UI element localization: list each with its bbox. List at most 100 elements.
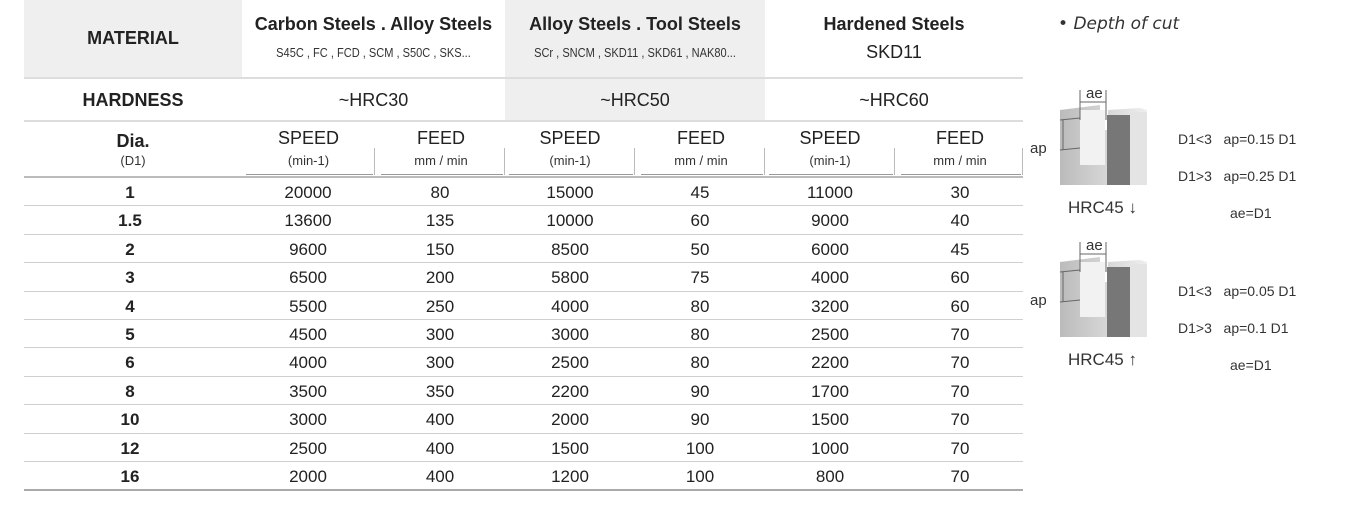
feed-cell: 70	[950, 410, 970, 430]
hardness-value: ~HRC60	[859, 90, 929, 110]
table-row: 3 6500 200 5800 75 4000 60	[24, 263, 1023, 292]
dia-cell: 10	[120, 410, 140, 430]
speed-unit: (min-1)	[287, 153, 330, 168]
table-row: 4 5500 250 4000 80 3200 60	[24, 292, 1023, 320]
speed-cell: 4000	[289, 353, 327, 373]
feed-cell: 90	[690, 410, 710, 430]
table-row: 16 2000 400 1200 100 800 70	[24, 462, 1023, 491]
hardness-value: ~HRC30	[338, 90, 409, 110]
speed-cell: 9600	[289, 239, 327, 259]
dia-cell: 3	[125, 268, 135, 288]
hrc-label: HRC45 ↓	[1068, 198, 1137, 217]
speed-cell: 1700	[811, 381, 849, 401]
table-row: 6 4000 300 2500 80 2200 70	[24, 348, 1023, 377]
feed-cell: 400	[425, 467, 455, 486]
ae-label: ae	[1086, 85, 1103, 102]
feed-cell: 70	[950, 353, 970, 373]
speed-cell: 4000	[551, 296, 589, 316]
material-label: MATERIAL	[87, 28, 179, 48]
speed-unit: (min-1)	[549, 153, 591, 168]
feed-cell: 200	[425, 268, 455, 288]
feed-cell: 40	[950, 211, 970, 231]
speed-cell: 1200	[551, 467, 589, 486]
feed-cell: 50	[690, 239, 710, 259]
depth-rule: D1<3 ap=0.15 D1	[1178, 131, 1297, 147]
hrc-label: HRC45 ↑	[1068, 350, 1137, 369]
table-row: 12 2500 400 1500 100 1000 70	[24, 434, 1023, 462]
feed-cell: 300	[425, 325, 455, 344]
material-label-cell	[24, 0, 242, 78]
ap-label: ap	[1030, 292, 1047, 309]
group-name: Carbon Steels . Alloy Steels	[254, 14, 493, 34]
feed-unit: mm / min	[414, 153, 468, 168]
feed-unit: mm / min	[674, 153, 728, 168]
feed-header: FEED	[676, 128, 725, 148]
feed-cell: 135	[425, 211, 455, 231]
dia-cell: 2	[125, 239, 135, 259]
depth-rule: ae=D1	[1230, 357, 1272, 373]
slot-diagram-icon	[1059, 90, 1147, 185]
dia-cell: 8	[125, 381, 135, 401]
feed-cell: 45	[690, 183, 710, 202]
speed-cell: 9000	[811, 211, 849, 231]
group-2-shade	[505, 0, 765, 120]
speed-cell: 10000	[546, 211, 594, 231]
feed-cell: 80	[690, 325, 710, 344]
speed-cell: 4500	[289, 325, 327, 344]
depth-rule: D1<3 ap=0.05 D1	[1178, 283, 1297, 299]
feed-cell: 80	[690, 353, 710, 373]
speed-cell: 2200	[551, 381, 589, 401]
group-examples: SKD11	[866, 42, 922, 62]
speed-cell: 15000	[546, 183, 594, 202]
group-examples: SCr , SNCM , SKD11 , SKD61 , NAK80...	[534, 45, 736, 60]
feed-cell: 75	[690, 268, 710, 288]
speed-cell: 4000	[811, 268, 849, 288]
feed-cell: 30	[950, 183, 970, 202]
feed-cell: 60	[950, 268, 970, 288]
speed-cell: 8500	[551, 239, 589, 259]
feed-cell: 400	[425, 410, 455, 430]
speed-cell: 3500	[289, 381, 327, 401]
feed-cell: 350	[425, 381, 455, 401]
speed-cell: 3200	[811, 296, 849, 316]
dia-sub: (D1)	[120, 153, 146, 168]
speed-cell: 2500	[551, 353, 589, 373]
dia-cell: 4	[125, 296, 135, 316]
slot-diagram-icon	[1059, 242, 1147, 337]
feed-header: FEED	[416, 128, 465, 148]
feed-cell: 80	[430, 183, 450, 202]
group-name: Hardened Steels	[823, 14, 965, 34]
feed-header: FEED	[935, 128, 984, 148]
dia-cell: 6	[125, 353, 135, 373]
depth-rule: D1>3 ap=0.25 D1	[1178, 168, 1297, 184]
speed-cell: 20000	[284, 183, 332, 202]
speed-cell: 3000	[289, 410, 327, 430]
feed-cell: 150	[425, 239, 455, 259]
feed-cell: 80	[690, 296, 710, 316]
speed-cell: 11000	[806, 183, 853, 202]
feed-cell: 70	[950, 381, 970, 401]
table-row: 1 20000 80 15000 45 11000 30	[24, 178, 1023, 207]
depth-title: • Depth of cut	[1058, 14, 1180, 34]
speed-cell: 2000	[289, 467, 327, 486]
speed-cell: 2500	[289, 438, 327, 458]
feed-cell: 100	[685, 467, 715, 486]
ae-label: ae	[1086, 237, 1103, 254]
speed-cell: 800	[815, 467, 845, 486]
feed-cell: 60	[950, 296, 970, 316]
feed-cell: 70	[950, 438, 970, 458]
table-row: 10 3000 400 2000 90 1500 70	[24, 405, 1023, 434]
feed-cell: 45	[950, 239, 970, 259]
dia-cell: 1.5	[118, 211, 142, 231]
speed-cell: 2000	[551, 410, 589, 430]
ap-label: ap	[1030, 140, 1047, 157]
table-row: 5 4500 300 3000 80 2500 70	[24, 320, 1023, 349]
dia-label: Dia.	[116, 131, 150, 151]
speed-cell: 6500	[289, 268, 327, 288]
feed-cell: 70	[950, 325, 970, 344]
table-row: 8 3500 350 2200 90 1700 70	[24, 377, 1023, 406]
group-name: Alloy Steels . Tool Steels	[529, 14, 741, 34]
speed-header: SPEED	[277, 128, 340, 148]
table-row: 1.5 13600 135 10000 60 9000 40	[24, 206, 1023, 235]
feed-cell: 90	[690, 381, 710, 401]
